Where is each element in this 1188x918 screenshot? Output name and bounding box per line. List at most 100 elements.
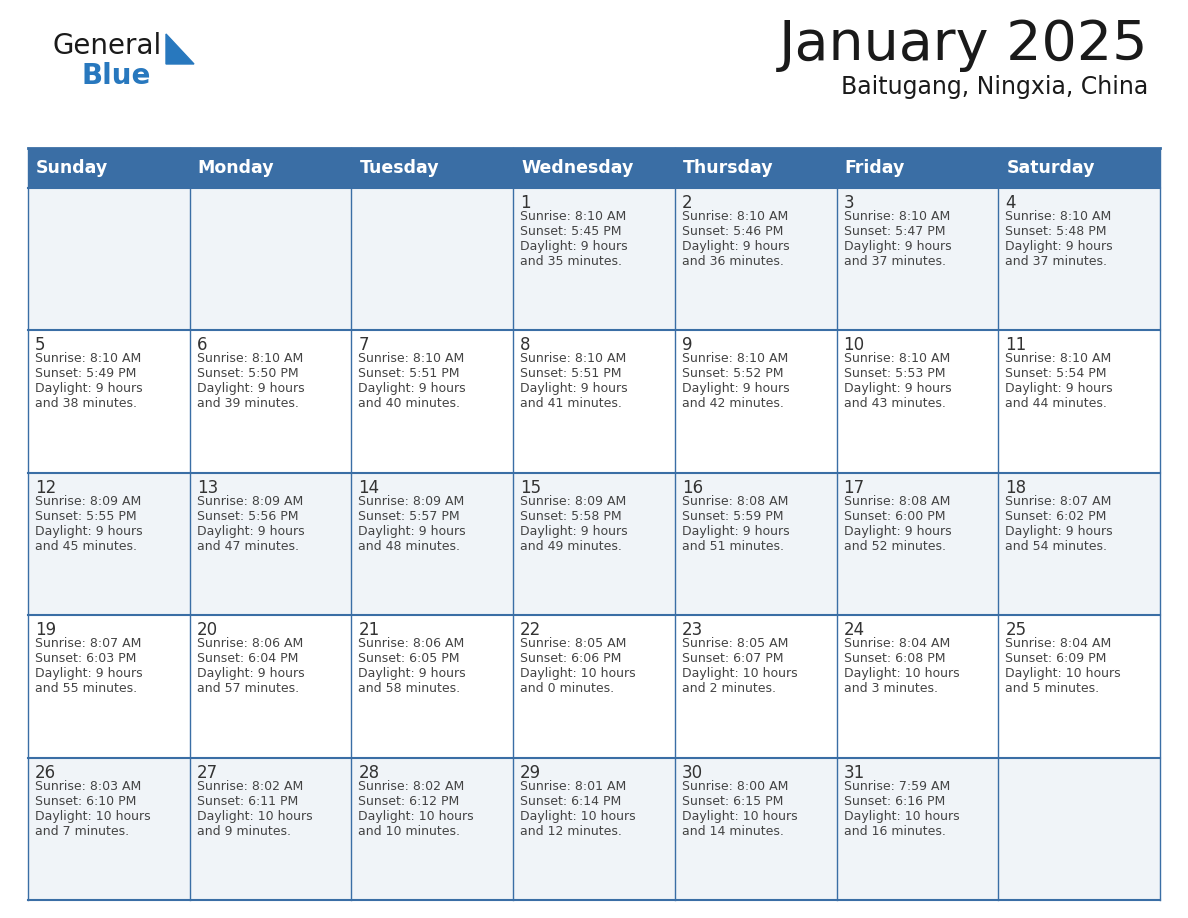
Text: Sunrise: 8:10 AM: Sunrise: 8:10 AM	[682, 353, 788, 365]
Text: Sunrise: 8:10 AM: Sunrise: 8:10 AM	[1005, 353, 1112, 365]
Bar	[29, 188, 1159, 330]
Text: Daylight: 10 hours: Daylight: 10 hours	[359, 810, 474, 823]
Text: Daylight: 10 hours: Daylight: 10 hours	[843, 667, 959, 680]
Text: Sunset: 6:00 PM: Sunset: 6:00 PM	[843, 509, 946, 522]
Text: and 54 minutes.: and 54 minutes.	[1005, 540, 1107, 553]
Text: Daylight: 10 hours: Daylight: 10 hours	[34, 810, 151, 823]
Text: Sunrise: 8:10 AM: Sunrise: 8:10 AM	[359, 353, 465, 365]
Text: and 10 minutes.: and 10 minutes.	[359, 824, 461, 837]
Text: Sunset: 5:48 PM: Sunset: 5:48 PM	[1005, 225, 1107, 238]
Text: and 45 minutes.: and 45 minutes.	[34, 540, 137, 553]
Text: and 2 minutes.: and 2 minutes.	[682, 682, 776, 695]
Text: Sunset: 5:50 PM: Sunset: 5:50 PM	[197, 367, 298, 380]
Text: and 55 minutes.: and 55 minutes.	[34, 682, 137, 695]
Text: and 36 minutes.: and 36 minutes.	[682, 255, 784, 268]
Text: Daylight: 10 hours: Daylight: 10 hours	[520, 810, 636, 823]
Text: Sunrise: 8:09 AM: Sunrise: 8:09 AM	[359, 495, 465, 508]
Text: Sunrise: 8:10 AM: Sunrise: 8:10 AM	[520, 353, 626, 365]
Text: Sunrise: 8:06 AM: Sunrise: 8:06 AM	[197, 637, 303, 650]
Bar	[29, 473, 1159, 615]
Text: Daylight: 10 hours: Daylight: 10 hours	[1005, 667, 1121, 680]
Text: 21: 21	[359, 621, 380, 639]
Text: 18: 18	[1005, 479, 1026, 497]
Text: and 40 minutes.: and 40 minutes.	[359, 397, 461, 410]
Text: Daylight: 9 hours: Daylight: 9 hours	[520, 525, 627, 538]
Text: Sunset: 6:03 PM: Sunset: 6:03 PM	[34, 652, 137, 666]
Text: Daylight: 10 hours: Daylight: 10 hours	[520, 667, 636, 680]
Text: 25: 25	[1005, 621, 1026, 639]
Text: Thursday: Thursday	[683, 159, 773, 177]
Text: Sunrise: 8:07 AM: Sunrise: 8:07 AM	[1005, 495, 1112, 508]
Text: Daylight: 9 hours: Daylight: 9 hours	[1005, 383, 1113, 396]
Text: Sunrise: 8:09 AM: Sunrise: 8:09 AM	[34, 495, 141, 508]
Text: Sunrise: 8:10 AM: Sunrise: 8:10 AM	[843, 353, 950, 365]
Text: Sunrise: 8:07 AM: Sunrise: 8:07 AM	[34, 637, 141, 650]
Text: Sunset: 5:59 PM: Sunset: 5:59 PM	[682, 509, 783, 522]
Text: 24: 24	[843, 621, 865, 639]
Text: 4: 4	[1005, 194, 1016, 212]
Text: Sunset: 6:12 PM: Sunset: 6:12 PM	[359, 795, 460, 808]
Text: and 52 minutes.: and 52 minutes.	[843, 540, 946, 553]
Text: 7: 7	[359, 336, 369, 354]
Text: Sunset: 6:05 PM: Sunset: 6:05 PM	[359, 652, 460, 666]
Text: Sunrise: 7:59 AM: Sunrise: 7:59 AM	[843, 779, 950, 792]
Text: and 47 minutes.: and 47 minutes.	[197, 540, 298, 553]
Text: 19: 19	[34, 621, 56, 639]
Text: Sunset: 5:53 PM: Sunset: 5:53 PM	[843, 367, 946, 380]
Text: and 37 minutes.: and 37 minutes.	[843, 255, 946, 268]
Bar	[29, 330, 1159, 473]
Text: Sunset: 6:16 PM: Sunset: 6:16 PM	[843, 795, 944, 808]
Text: and 38 minutes.: and 38 minutes.	[34, 397, 137, 410]
Text: and 16 minutes.: and 16 minutes.	[843, 824, 946, 837]
Text: Blue: Blue	[82, 62, 151, 90]
Text: 1: 1	[520, 194, 531, 212]
Text: 14: 14	[359, 479, 379, 497]
Text: Daylight: 9 hours: Daylight: 9 hours	[1005, 240, 1113, 253]
Text: Sunset: 5:58 PM: Sunset: 5:58 PM	[520, 509, 621, 522]
Text: and 43 minutes.: and 43 minutes.	[843, 397, 946, 410]
Text: Sunset: 6:15 PM: Sunset: 6:15 PM	[682, 795, 783, 808]
Text: Daylight: 10 hours: Daylight: 10 hours	[843, 810, 959, 823]
Text: Daylight: 10 hours: Daylight: 10 hours	[197, 810, 312, 823]
Text: Daylight: 9 hours: Daylight: 9 hours	[682, 525, 790, 538]
Text: Sunset: 5:49 PM: Sunset: 5:49 PM	[34, 367, 137, 380]
Text: 27: 27	[197, 764, 217, 781]
Text: Sunset: 6:02 PM: Sunset: 6:02 PM	[1005, 509, 1107, 522]
Text: Sunset: 5:45 PM: Sunset: 5:45 PM	[520, 225, 621, 238]
Text: 3: 3	[843, 194, 854, 212]
Text: 9: 9	[682, 336, 693, 354]
Text: Daylight: 9 hours: Daylight: 9 hours	[34, 667, 143, 680]
Text: Sunrise: 8:09 AM: Sunrise: 8:09 AM	[520, 495, 626, 508]
Bar	[352, 148, 513, 188]
Text: 8: 8	[520, 336, 531, 354]
Text: Sunset: 5:46 PM: Sunset: 5:46 PM	[682, 225, 783, 238]
Text: Daylight: 9 hours: Daylight: 9 hours	[359, 383, 466, 396]
Text: Sunset: 6:10 PM: Sunset: 6:10 PM	[34, 795, 137, 808]
Text: and 51 minutes.: and 51 minutes.	[682, 540, 784, 553]
Text: Monday: Monday	[197, 159, 274, 177]
Bar	[190, 148, 352, 188]
Bar	[998, 148, 1159, 188]
Text: Sunrise: 8:03 AM: Sunrise: 8:03 AM	[34, 779, 141, 792]
Text: and 12 minutes.: and 12 minutes.	[520, 824, 623, 837]
Text: 11: 11	[1005, 336, 1026, 354]
Text: General: General	[52, 32, 162, 60]
Text: Sunset: 5:51 PM: Sunset: 5:51 PM	[359, 367, 460, 380]
Bar	[675, 148, 836, 188]
Text: Sunrise: 8:04 AM: Sunrise: 8:04 AM	[843, 637, 950, 650]
Text: and 3 minutes.: and 3 minutes.	[843, 682, 937, 695]
Text: Sunrise: 8:02 AM: Sunrise: 8:02 AM	[197, 779, 303, 792]
Text: Sunset: 5:52 PM: Sunset: 5:52 PM	[682, 367, 783, 380]
Text: 28: 28	[359, 764, 379, 781]
Text: and 58 minutes.: and 58 minutes.	[359, 682, 461, 695]
Bar	[29, 757, 1159, 900]
Text: 10: 10	[843, 336, 865, 354]
Text: Daylight: 9 hours: Daylight: 9 hours	[843, 240, 952, 253]
Text: Daylight: 9 hours: Daylight: 9 hours	[34, 525, 143, 538]
Bar	[836, 148, 998, 188]
Text: 26: 26	[34, 764, 56, 781]
Text: Sunset: 5:55 PM: Sunset: 5:55 PM	[34, 509, 137, 522]
Text: Sunset: 6:04 PM: Sunset: 6:04 PM	[197, 652, 298, 666]
Text: and 48 minutes.: and 48 minutes.	[359, 540, 461, 553]
Text: Sunset: 6:06 PM: Sunset: 6:06 PM	[520, 652, 621, 666]
